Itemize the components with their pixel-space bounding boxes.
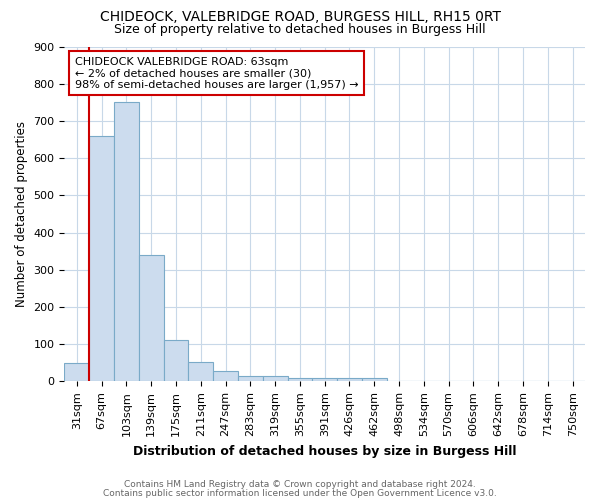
- Text: Contains public sector information licensed under the Open Government Licence v3: Contains public sector information licen…: [103, 488, 497, 498]
- Bar: [89, 136, 114, 382]
- Bar: [64, 362, 89, 382]
- Bar: [213, 372, 238, 382]
- Bar: [313, 378, 337, 382]
- Bar: [164, 340, 188, 382]
- Bar: [337, 378, 362, 382]
- Bar: [263, 376, 287, 382]
- Bar: [362, 378, 386, 382]
- Bar: [188, 362, 213, 382]
- Text: CHIDEOCK VALEBRIDGE ROAD: 63sqm
← 2% of detached houses are smaller (30)
98% of : CHIDEOCK VALEBRIDGE ROAD: 63sqm ← 2% of …: [75, 56, 358, 90]
- X-axis label: Distribution of detached houses by size in Burgess Hill: Distribution of detached houses by size …: [133, 444, 517, 458]
- Bar: [114, 102, 139, 382]
- Text: CHIDEOCK, VALEBRIDGE ROAD, BURGESS HILL, RH15 0RT: CHIDEOCK, VALEBRIDGE ROAD, BURGESS HILL,…: [100, 10, 500, 24]
- Text: Size of property relative to detached houses in Burgess Hill: Size of property relative to detached ho…: [114, 22, 486, 36]
- Bar: [238, 376, 263, 382]
- Y-axis label: Number of detached properties: Number of detached properties: [15, 121, 28, 307]
- Bar: [287, 378, 313, 382]
- Bar: [139, 255, 164, 382]
- Text: Contains HM Land Registry data © Crown copyright and database right 2024.: Contains HM Land Registry data © Crown c…: [124, 480, 476, 489]
